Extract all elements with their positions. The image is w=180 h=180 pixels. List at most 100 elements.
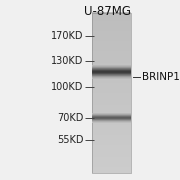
Bar <box>93 18 131 21</box>
Bar <box>93 114 131 115</box>
Bar <box>93 66 131 69</box>
Bar <box>93 104 131 107</box>
Bar <box>93 67 131 68</box>
Bar <box>93 118 131 121</box>
Bar <box>93 48 131 51</box>
Bar <box>93 71 131 72</box>
Bar <box>93 140 131 143</box>
Bar <box>93 72 131 73</box>
Bar <box>93 119 131 120</box>
Bar <box>93 168 131 171</box>
Bar <box>93 34 131 37</box>
Text: 70KD: 70KD <box>57 112 84 123</box>
Bar <box>93 68 131 71</box>
Bar <box>93 66 131 67</box>
Bar <box>93 144 131 147</box>
Bar <box>93 58 131 61</box>
Bar <box>93 68 131 69</box>
Bar <box>93 62 131 65</box>
Bar <box>93 75 131 76</box>
Bar <box>93 126 131 129</box>
Bar <box>93 46 131 49</box>
Bar <box>93 78 131 79</box>
Bar <box>93 160 131 163</box>
Bar <box>93 69 131 70</box>
Bar <box>93 158 131 161</box>
Bar <box>93 70 131 71</box>
Bar <box>93 22 131 25</box>
Bar <box>93 16 131 19</box>
Bar <box>93 156 131 159</box>
Bar <box>93 72 131 75</box>
Text: BRINP1: BRINP1 <box>142 72 179 82</box>
Bar <box>93 12 131 15</box>
Bar <box>93 132 131 135</box>
Bar <box>93 84 131 87</box>
Bar <box>93 119 131 120</box>
Bar <box>93 146 131 149</box>
Text: 100KD: 100KD <box>51 82 84 92</box>
Bar <box>93 60 131 63</box>
Bar <box>93 68 131 69</box>
Bar <box>93 74 131 75</box>
Bar <box>93 114 131 115</box>
Bar <box>93 115 131 116</box>
Bar <box>93 122 131 125</box>
Bar <box>93 98 131 101</box>
Bar <box>93 134 131 137</box>
Bar <box>93 70 131 73</box>
Bar <box>93 108 131 111</box>
Bar <box>93 116 131 117</box>
Bar <box>93 78 131 81</box>
Bar <box>93 44 131 47</box>
Bar <box>93 38 131 41</box>
Bar <box>93 136 131 139</box>
Bar <box>93 116 131 119</box>
Bar <box>93 130 131 133</box>
Bar <box>93 73 131 74</box>
Bar <box>93 20 131 23</box>
Bar <box>93 13 131 173</box>
Bar <box>93 96 131 99</box>
Bar <box>93 120 131 121</box>
Bar <box>93 74 131 75</box>
Bar <box>93 113 131 114</box>
Bar <box>93 120 131 123</box>
Bar <box>93 110 131 113</box>
Bar <box>93 70 131 71</box>
Bar <box>93 86 131 89</box>
Bar <box>93 75 131 76</box>
Bar <box>93 112 131 115</box>
Text: U-87MG: U-87MG <box>84 5 131 18</box>
Bar <box>93 94 131 97</box>
Bar <box>93 113 131 114</box>
Text: 55KD: 55KD <box>57 135 84 145</box>
Bar <box>93 117 131 118</box>
Bar <box>93 76 131 77</box>
Bar <box>93 148 131 151</box>
Bar <box>93 26 131 29</box>
Bar <box>93 128 131 131</box>
Bar <box>93 88 131 91</box>
Bar <box>93 121 131 122</box>
Bar <box>93 64 131 67</box>
Bar <box>93 150 131 153</box>
Bar <box>93 24 131 27</box>
Bar <box>93 32 131 35</box>
Bar <box>93 66 131 67</box>
Bar <box>93 50 131 53</box>
Bar <box>93 75 131 76</box>
Bar <box>93 42 131 45</box>
Bar <box>93 116 131 117</box>
Bar <box>93 114 131 117</box>
Bar <box>93 69 131 70</box>
Bar <box>93 40 131 43</box>
Bar <box>93 68 131 69</box>
Bar <box>93 90 131 93</box>
Bar <box>93 82 131 85</box>
Bar <box>93 170 131 173</box>
Bar <box>93 102 131 105</box>
Bar <box>93 74 131 77</box>
Bar <box>93 77 131 78</box>
Bar <box>93 122 131 123</box>
